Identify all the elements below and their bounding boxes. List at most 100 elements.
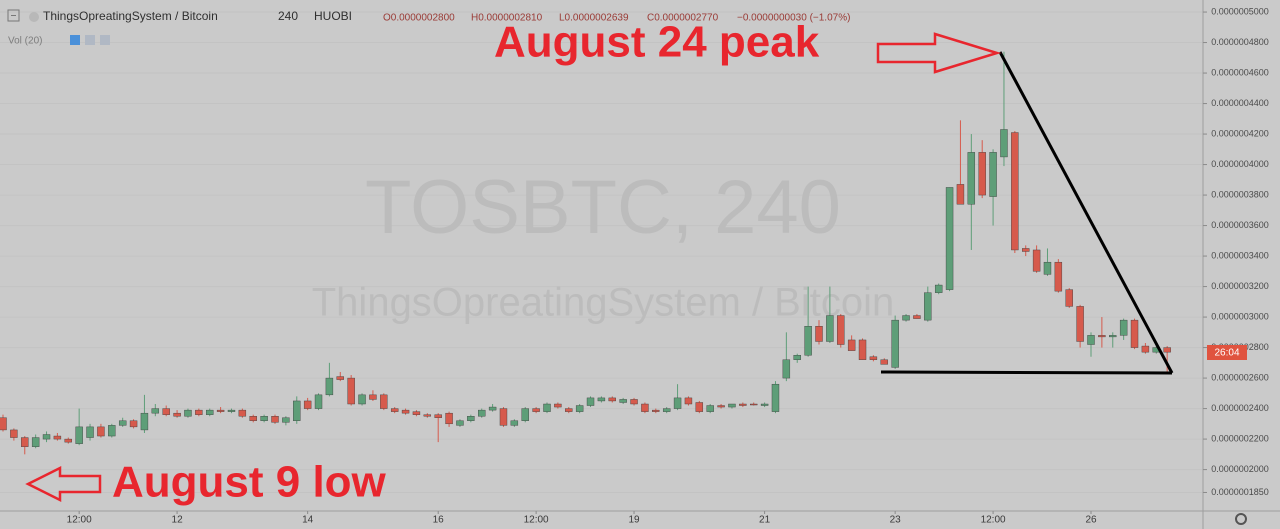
countdown-tag [1207,345,1247,360]
candle-body [793,355,801,360]
annotation: August 9 low [112,458,387,507]
candle-body [641,403,649,412]
candle-body [684,397,693,405]
trend-line [880,370,1173,375]
candle-body [216,409,225,412]
collapse-icon[interactable] [7,9,20,22]
candle-body [673,397,682,409]
arrow-right [876,32,1002,74]
candle-body [31,437,40,447]
y-tick-label: 0.0000003000 [1211,311,1269,321]
candle-body [1119,319,1128,336]
x-tick-label: 12 [172,515,184,526]
candle-body [510,420,519,426]
candle-body [630,399,638,405]
legend-change: −0.0000000030 (−1.07%) [737,13,850,24]
y-tick-label: 0.0000001850 [1211,487,1269,497]
candle-body [662,408,671,412]
candle-body [0,417,7,431]
indicator[interactable]: Vol (20) [8,36,42,47]
annotation: August 24 peak [494,18,820,67]
candle-body [891,319,899,368]
candle-body [565,408,573,412]
candle-body [956,184,965,205]
candle-body [945,187,954,290]
indicator-icon[interactable] [100,35,110,45]
candle-body [1043,261,1052,275]
watermark-name: ThingsOpreatingSystem / Bitcoin [312,281,894,325]
symbol-title[interactable]: ThingsOpreatingSystem / Bitcoin [43,9,218,23]
candle-body [325,377,334,396]
candle-body [303,400,312,409]
candle-body [314,394,323,409]
y-tick-label: 0.0000002200 [1211,433,1269,443]
indicator-icon[interactable] [85,35,95,45]
candle-body [162,408,170,415]
candle-body [717,405,725,408]
candle-body [336,376,344,380]
legend-open: O0.0000002800 [383,13,455,24]
candle-body [75,426,83,444]
candle-body [1054,261,1063,292]
legend-close: C0.0000002770 [647,13,719,24]
candle-body [695,402,704,412]
y-tick-label: 0.0000003200 [1211,281,1269,291]
candles [0,51,1171,455]
x-tick-label: 14 [302,515,314,526]
candle-body [521,408,529,421]
candle-body [434,414,442,418]
candle-body [989,152,997,197]
candle-body [423,414,432,417]
candle-body [619,399,627,403]
y-tick-label: 0.0000002600 [1211,372,1269,382]
settings-icon[interactable] [1235,513,1247,525]
candle-body [902,315,910,321]
candle-body [53,435,62,440]
candle-body [456,420,464,426]
countdown: 26:04 [1214,348,1239,359]
candle-body [86,426,94,438]
candle-body [1065,289,1073,307]
candle-body [543,403,551,412]
candle-body [1000,129,1008,158]
y-tick-label: 0.0000004800 [1211,37,1269,47]
candle-body [1011,132,1019,251]
candle-body [238,409,247,417]
candle-body [706,405,714,412]
candle-body [586,397,595,406]
candle-body [739,403,747,406]
y-tick-label: 0.0000002400 [1211,403,1269,413]
candle-body [1141,345,1150,353]
candle-body [173,412,181,417]
y-tick-label: 0.0000004000 [1211,159,1269,169]
candle-body [652,409,660,412]
candle-body [412,411,421,415]
candle-body [750,403,758,406]
x-tick-label: 12:00 [524,515,549,526]
candle-body [782,359,791,379]
candle-body [380,394,388,409]
candle-body [608,397,616,402]
candle-body [42,434,51,440]
candle-body [1098,335,1106,338]
watermark-symbol: TOSBTC, 240 [365,165,841,250]
legend-high: H0.0000002810 [471,13,543,24]
candle-body [1087,335,1095,345]
y-tick-label: 0.0000003400 [1211,250,1269,260]
candle-body [129,420,138,428]
candle-body [488,406,497,411]
grid [0,11,1203,493]
exchange[interactable]: HUOBI [314,9,352,23]
candle-body [575,405,584,412]
candle-body [401,409,410,414]
legend-low: L0.0000002639 [559,13,629,24]
indicator-icon[interactable] [70,35,80,45]
candle-body [118,420,127,426]
candle-body [184,409,192,417]
candle-body [597,397,606,402]
candle-body [64,438,72,443]
x-tick-label: 23 [890,515,902,526]
interval[interactable]: 240 [278,9,298,23]
candle-body [445,412,453,425]
